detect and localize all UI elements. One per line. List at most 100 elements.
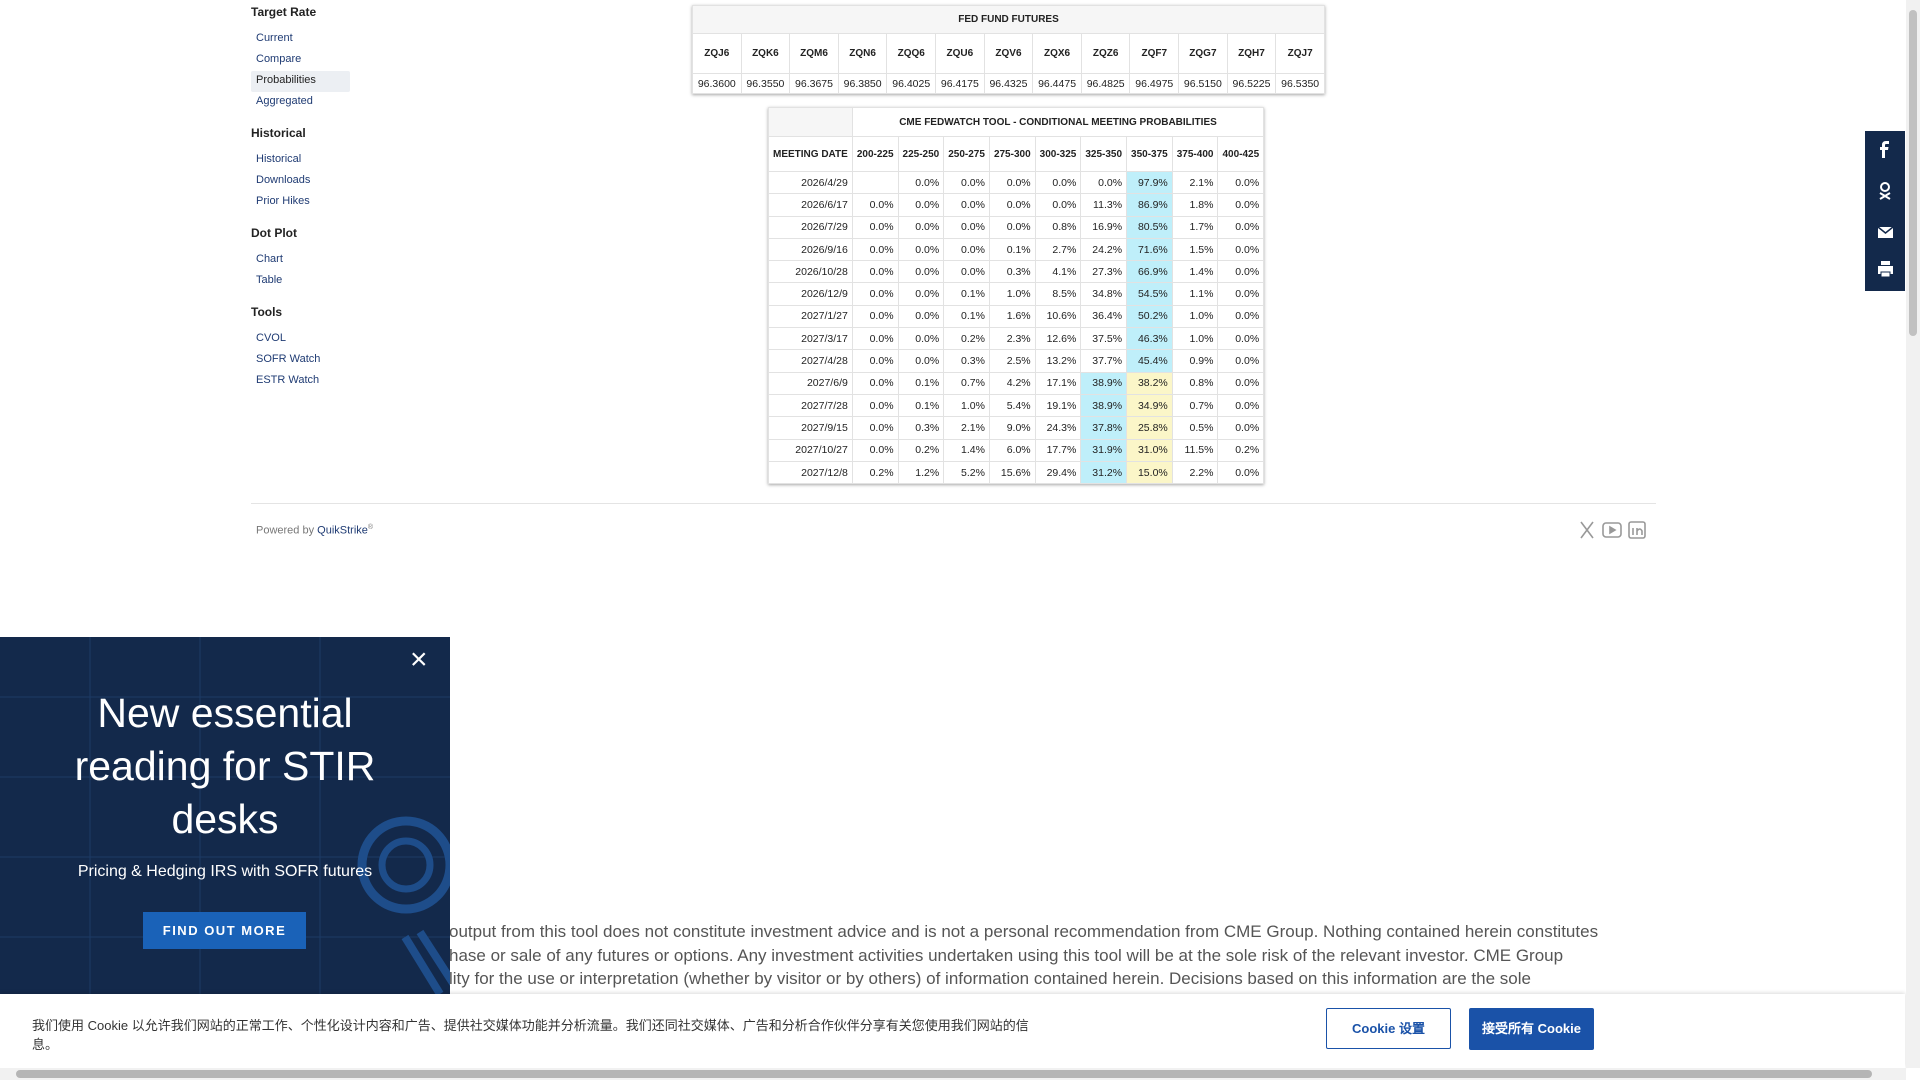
meeting-row: 2026/4/29 0.0% 0.0% 0.0% 0.0% 0.0% 97.9% 2.1% 0.… — [768, 170, 1265, 195]
probability-cell: 0.2% — [897, 438, 945, 462]
probability-cell: 0.0% — [1217, 327, 1265, 351]
probability-cell: 0.0% — [943, 193, 990, 217]
column-header: 250-275 — [943, 136, 990, 172]
meeting-date: 2027/3/17 — [768, 327, 853, 351]
nav-link[interactable]: Probabilities — [251, 71, 350, 92]
linkedin-icon[interactable] — [1628, 521, 1646, 539]
probability-cell: 11.3% — [1080, 193, 1128, 217]
probability-cell: 12.6% — [1034, 327, 1082, 351]
nav-link[interactable]: Current — [256, 32, 293, 44]
meeting-row: 2027/12/8 0.2% 1.2% 5.2% 15.6% 29.4% 31.2% 15.0… — [768, 460, 1265, 485]
price-cell: 96.4975 — [1129, 73, 1180, 94]
probability-cell: 17.1% — [1034, 371, 1082, 395]
cookie-settings-button[interactable]: Cookie 设置 — [1326, 1008, 1451, 1049]
price-cell: 96.4825 — [1080, 73, 1131, 94]
nav-link[interactable]: Downloads — [256, 174, 311, 186]
ok-share[interactable] — [1880, 182, 1890, 192]
probability-cell: 0.1% — [897, 371, 945, 395]
probability-cell: 1.4% — [943, 438, 990, 462]
probability-cell: 0.0% — [897, 282, 945, 306]
probability-cell: 0.2% — [1217, 438, 1265, 462]
probability-cell: 0.0% — [897, 260, 945, 284]
probability-cell: 0.0% — [943, 170, 990, 195]
youtube-icon[interactable] — [1602, 522, 1622, 538]
probability-cell: 50.2% — [1126, 304, 1173, 329]
meeting-date: 2027/7/28 — [768, 393, 853, 418]
probability-cell: 13.2% — [1034, 349, 1082, 373]
probability-cell: 0.8% — [1034, 215, 1082, 239]
nav-link[interactable]: Chart — [256, 253, 283, 265]
probability-cell: 0.0% — [943, 237, 990, 262]
probability-cell: 11.5% — [1171, 438, 1219, 462]
scroll-thumb[interactable] — [1909, 10, 1917, 336]
column-header: 350-375 — [1126, 136, 1173, 172]
nav-link[interactable]: Table — [256, 274, 283, 286]
probability-cell: 0.0% — [851, 304, 899, 329]
probability-cell: 37.5% — [1080, 327, 1128, 351]
nav-link[interactable]: Aggregated — [256, 95, 313, 107]
facebook-share[interactable] — [1880, 141, 1889, 158]
nav-link[interactable]: SOFR Watch — [256, 353, 321, 365]
meeting-date: 2026/9/16 — [768, 237, 853, 262]
brand-link[interactable]: QuikStrike — [317, 524, 368, 537]
probability-cell: 17.7% — [1034, 438, 1082, 462]
probability-cell: 1.0% — [988, 282, 1036, 306]
probability-cell: 5.4% — [988, 393, 1036, 418]
price-cell: 96.5350 — [1275, 73, 1325, 94]
probability-cell: 2.3% — [988, 327, 1036, 351]
probability-cell: 27.3% — [1080, 260, 1128, 284]
header-row: MEETING DATE 200-225 225-250 250-275 275-300… — [768, 136, 1265, 172]
meeting-row: 2027/1/27 0.0% 0.0% 0.1% 1.6% 10.6% 36.4% 50.2%… — [768, 304, 1265, 329]
cookie-banner: 我们使用 Cookie 以允许我们网站的正常工作、个性化设计内容和广告、提供社交… — [0, 994, 1905, 1068]
probability-cell: 0.3% — [897, 416, 945, 440]
probability-cell: 0.0% — [1080, 170, 1128, 195]
probability-cell: 6.0% — [988, 438, 1036, 462]
x-icon[interactable] — [1580, 521, 1594, 539]
column-header: ZQZ6 — [1080, 33, 1131, 74]
column-header: ZQU6 — [935, 33, 985, 74]
table-title: FED FUND FUTURES — [692, 5, 1325, 34]
accept-cookies-button[interactable]: 接受所有 Cookie — [1469, 1008, 1594, 1050]
probability-cell: 15.0% — [1126, 460, 1173, 485]
probability-cell: 1.5% — [1171, 237, 1219, 262]
probability-cell: 86.9% — [1126, 193, 1173, 217]
print-share[interactable] — [1878, 266, 1893, 274]
probability-cell: 0.7% — [1171, 393, 1219, 418]
price-cell: 96.3600 — [692, 73, 742, 94]
close-button[interactable]: × — [410, 643, 428, 676]
probability-cell: 1.6% — [988, 304, 1036, 329]
probability-cell: 0.0% — [897, 237, 945, 262]
disclaimer-line: output from this tool does not constitut… — [449, 922, 1599, 941]
probability-cell: 0.1% — [943, 304, 990, 329]
meeting-date: 2026/12/9 — [768, 282, 853, 306]
probability-cell: 1.7% — [1171, 215, 1219, 239]
probability-cell: 0.0% — [897, 170, 945, 195]
disclaimer-line: lity for the use or interpretation (whet… — [449, 969, 1531, 988]
nav-link[interactable]: Historical — [256, 153, 302, 165]
nav-link[interactable]: CVOL — [256, 332, 286, 344]
meeting-row: 2027/4/28 0.0% 0.0% 0.3% 2.5% 13.2% 37.7% 45.4%… — [768, 349, 1265, 373]
nav-link[interactable]: ESTR Watch — [256, 374, 320, 386]
column-header: ZQX6 — [1032, 33, 1082, 74]
caption-row: FED FUND FUTURES — [692, 5, 1325, 34]
nav-link[interactable]: Prior Hikes — [256, 195, 310, 207]
social-icons — [1580, 521, 1646, 539]
probability-cell: 0.0% — [1217, 349, 1265, 373]
probability-cell: 15.6% — [988, 460, 1036, 485]
find-out-more-button[interactable]: FIND OUT MORE — [143, 912, 306, 949]
probability-cell: 0.0% — [897, 349, 945, 373]
meeting-row: 2027/6/9 0.0% 0.1% 0.7% 4.2% 17.1% 38.9% 38.2% 0… — [768, 371, 1265, 395]
probability-cell: 2.7% — [1034, 237, 1082, 262]
share-icons — [1877, 141, 1894, 278]
h-scroll-thumb[interactable] — [16, 1070, 1872, 1078]
column-header: ZQJ7 — [1275, 33, 1325, 74]
probability-cell: 0.0% — [1217, 193, 1265, 217]
nav-link[interactable]: Compare — [256, 53, 302, 65]
popup-title: New essential reading for STIR desks — [74, 690, 376, 842]
probability-cell: 0.3% — [943, 349, 990, 373]
meeting-row: 2026/7/29 0.0% 0.0% 0.0% 0.0% 0.8% 16.9% 80.5% 1… — [768, 215, 1265, 239]
section-title: Historical — [251, 126, 306, 140]
meeting-row: 2027/10/27 0.0% 0.2% 1.4% 6.0% 17.7% 31.9% 31.0… — [768, 438, 1265, 462]
